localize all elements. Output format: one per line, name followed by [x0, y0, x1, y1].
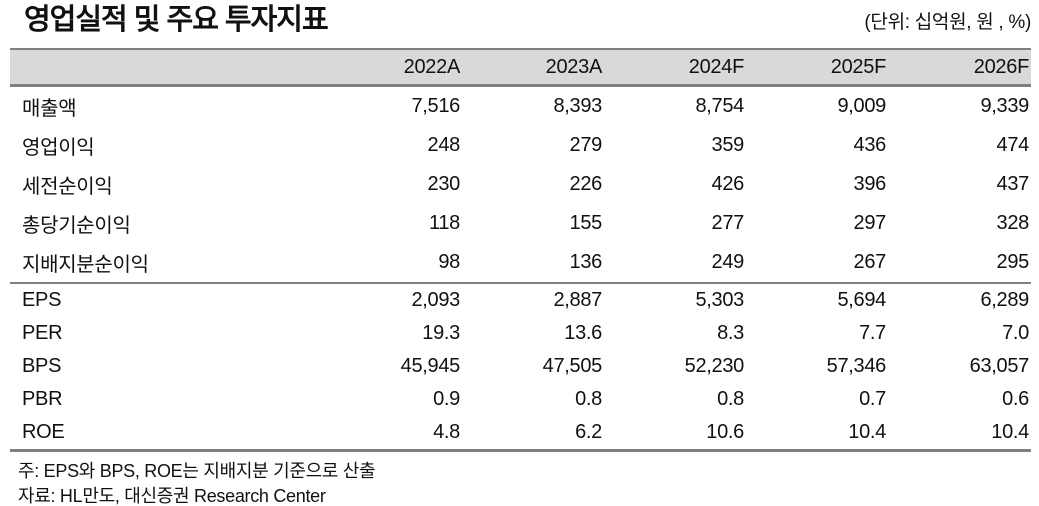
cell: 277 [711, 212, 745, 235]
header-year-2025f: 2025F [830, 56, 887, 79]
cell: 52,230 [684, 355, 745, 378]
row-label: 영업이익 [22, 137, 95, 160]
cell: 7,516 [411, 95, 460, 118]
cell: 474 [996, 134, 1030, 157]
cell: 267 [853, 251, 887, 274]
cell: 10.6 [706, 421, 744, 444]
cell: 0.8 [717, 388, 744, 411]
source-line: 자료: HL만도, 대신증권 Research Center [18, 485, 326, 506]
cell: 230 [427, 173, 461, 196]
cell: 436 [853, 134, 887, 157]
cell: 8,393 [553, 95, 602, 118]
header-metric-column [10, 49, 320, 86]
table-row-eps: EPS 2,093 2,887 5,303 5,694 6,289 [10, 283, 1031, 317]
table-row-bps: BPS 45,945 47,505 52,230 57,346 63,057 [10, 350, 1031, 383]
table-header-row: 2022A 2023A 2024F 2025F 2026F [10, 49, 1031, 86]
row-label: 세전순이익 [22, 176, 113, 199]
cell: 226 [569, 173, 603, 196]
row-label: 지배지분순이익 [22, 254, 149, 277]
cell: 6.2 [575, 421, 602, 444]
row-label: BPS [22, 355, 62, 378]
cell: 2,887 [553, 289, 602, 312]
row-label: PBR [22, 388, 63, 411]
cell: 47,505 [542, 355, 603, 378]
header-year-2022a: 2022A [403, 56, 461, 79]
cell: 0.7 [859, 388, 886, 411]
note-line: 주: EPS와 BPS, ROE는 지배지분 기준으로 산출 [18, 461, 376, 482]
cell: 136 [569, 251, 603, 274]
cell: 155 [569, 212, 603, 235]
cell: 7.0 [1002, 322, 1029, 345]
cell: 118 [429, 212, 460, 235]
financials-table: 2022A 2023A 2024F 2025F 2026F 매출액 7,516 … [10, 48, 1031, 452]
page-title: 영업실적 및 주요 투자지표 [24, 4, 329, 36]
cell: 328 [996, 212, 1030, 235]
cell: 279 [569, 134, 603, 157]
cell: 8.3 [717, 322, 744, 345]
row-label: EPS [22, 289, 62, 312]
table-row-controlling-net-income: 지배지분순이익 98 136 249 267 295 [10, 243, 1031, 283]
table-row-operating-profit: 영업이익 248 279 359 436 474 [10, 126, 1031, 165]
header-year-2023a: 2023A [545, 56, 603, 79]
table-row-pbr: PBR 0.9 0.8 0.8 0.7 0.6 [10, 383, 1031, 416]
cell: 0.6 [1002, 388, 1029, 411]
cell: 396 [853, 173, 887, 196]
row-label: 매출액 [22, 98, 77, 121]
row-label: PER [22, 322, 63, 345]
header-year-2024f: 2024F [688, 56, 745, 79]
cell: 359 [711, 134, 745, 157]
cell: 0.9 [433, 388, 460, 411]
cell: 57,346 [826, 355, 887, 378]
cell: 0.8 [575, 388, 602, 411]
table-row-revenue: 매출액 7,516 8,393 8,754 9,009 9,339 [10, 86, 1031, 127]
cell: 5,303 [695, 289, 744, 312]
title-bar: 영업실적 및 주요 투자지표 (단위: 십억원, 원 , %) [10, 4, 1031, 48]
cell: 98 [438, 251, 460, 274]
cell: 7.7 [859, 322, 886, 345]
cell: 9,339 [980, 95, 1029, 118]
unit-label: (단위: 십억원, 원 , %) [864, 12, 1031, 34]
cell: 45,945 [400, 355, 461, 378]
cell: 437 [996, 173, 1030, 196]
cell: 13.6 [564, 322, 602, 345]
table-row-total-net-income: 총당기순이익 118 155 277 297 328 [10, 204, 1031, 243]
table-row-roe: ROE 4.8 6.2 10.6 10.4 10.4 [10, 416, 1031, 451]
table-row-pretax-profit: 세전순이익 230 226 426 396 437 [10, 165, 1031, 204]
cell: 249 [711, 251, 745, 274]
header-year-2026f: 2026F [973, 56, 1030, 79]
cell: 2,093 [411, 289, 460, 312]
cell: 426 [711, 173, 745, 196]
cell: 63,057 [969, 355, 1030, 378]
cell: 8,754 [695, 95, 744, 118]
cell: 9,009 [837, 95, 886, 118]
cell: 10.4 [991, 421, 1029, 444]
cell: 5,694 [837, 289, 886, 312]
row-label: ROE [22, 421, 65, 444]
cell: 248 [427, 134, 461, 157]
cell: 19.3 [422, 322, 460, 345]
table-row-per: PER 19.3 13.6 8.3 7.7 7.0 [10, 317, 1031, 350]
cell: 4.8 [433, 421, 460, 444]
cell: 295 [996, 251, 1030, 274]
cell: 297 [853, 212, 887, 235]
cell: 6,289 [980, 289, 1029, 312]
ratio-section: EPS 2,093 2,887 5,303 5,694 6,289 PER 19… [10, 283, 1031, 451]
table-head: 2022A 2023A 2024F 2025F 2026F [10, 49, 1031, 86]
income-section: 매출액 7,516 8,393 8,754 9,009 9,339 영업이익 2… [10, 86, 1031, 284]
row-label: 총당기순이익 [22, 215, 131, 238]
cell: 10.4 [848, 421, 886, 444]
footnotes: 주: EPS와 BPS, ROE는 지배지분 기준으로 산출 자료: HL만도,… [18, 459, 1031, 506]
